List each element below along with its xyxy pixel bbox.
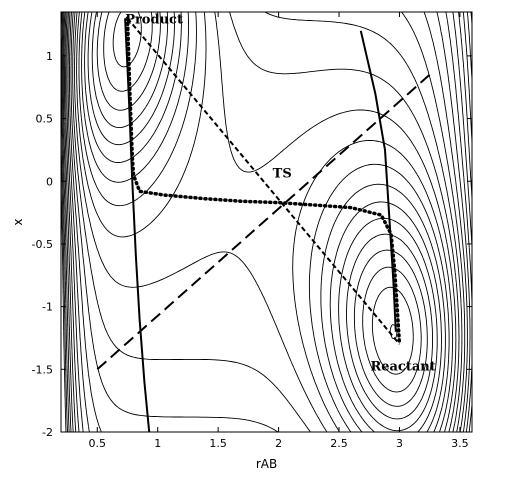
y-tick-label: 0: [46, 175, 53, 188]
x-tick-label: 3: [396, 437, 403, 450]
x-tick-label: 1: [154, 437, 161, 450]
contour-line-12: [70, 12, 463, 432]
annotation-ts: TS: [273, 166, 292, 181]
annotation-product: Product: [125, 12, 183, 27]
contour-line-13: [68, 12, 466, 432]
paths: [96, 16, 431, 432]
x-axis-label: rAB: [256, 457, 277, 471]
y-axis-label: x: [11, 218, 25, 225]
contour-line-16: [65, 12, 472, 432]
contour-line-15: [66, 12, 471, 432]
plot-frame: [60, 11, 473, 433]
x-tick-label: 0.5: [89, 437, 107, 450]
contour-line-14: [67, 12, 468, 432]
x-tick-label: 2: [275, 437, 282, 450]
contour-line-5: [87, 12, 438, 432]
y-tick-label: -2: [42, 426, 53, 439]
path-solid-3: [124, 18, 151, 432]
y-tick-label: 1: [46, 50, 53, 63]
path-dashed-long-1: [96, 73, 431, 371]
contour-line-4: [91, 12, 433, 420]
contour-line-3: [96, 12, 428, 407]
y-tick-label: -1.5: [32, 363, 53, 376]
contour-line-11: [72, 12, 460, 432]
contour-line-22: [61, 181, 67, 432]
annotation-reactant: Reactant: [370, 360, 435, 375]
contour-line-20: [61, 12, 472, 432]
y-tick-label: -0.5: [32, 238, 53, 251]
contour-line-1: [112, 12, 414, 375]
path-dashed-short-0: [126, 17, 401, 345]
contour-line-10: [74, 12, 457, 432]
contour-line-7: [81, 12, 446, 432]
y-tick-label: 0.5: [36, 113, 54, 126]
path-solid-4: [359, 30, 397, 332]
x-tick-label: 1.5: [209, 437, 227, 450]
x-tick-label: 3.5: [451, 437, 469, 450]
x-tick-label: 2.5: [330, 437, 348, 450]
y-axis: 1 0.5 0 -0.5 -1 -1.5 -2: [32, 50, 472, 439]
contour-line-6: [84, 12, 442, 432]
y-tick-label: -1: [42, 301, 53, 314]
x-axis: 0.5 1 1.5 2 2.5 3 3.5: [89, 12, 469, 450]
annotations: Product TS Reactant: [125, 12, 436, 374]
contour-line-8: [78, 12, 450, 432]
